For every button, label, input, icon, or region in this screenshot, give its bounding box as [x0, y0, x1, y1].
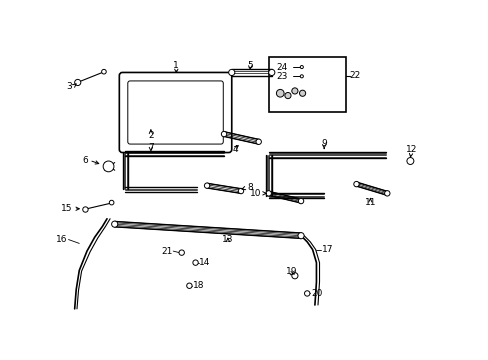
Text: 22: 22: [349, 71, 360, 80]
Circle shape: [291, 88, 297, 94]
Circle shape: [75, 80, 81, 86]
Circle shape: [285, 93, 290, 99]
Text: 17: 17: [321, 245, 333, 254]
Circle shape: [256, 139, 261, 144]
Circle shape: [102, 69, 106, 74]
Circle shape: [384, 191, 389, 196]
Circle shape: [192, 260, 198, 265]
Circle shape: [179, 250, 184, 255]
Circle shape: [111, 221, 118, 227]
Circle shape: [238, 188, 243, 194]
Text: 20: 20: [310, 289, 322, 298]
Text: 8: 8: [246, 184, 252, 193]
Text: 16: 16: [56, 235, 68, 244]
Text: 14: 14: [199, 258, 210, 267]
Circle shape: [291, 273, 297, 279]
Text: 3: 3: [66, 82, 72, 91]
Circle shape: [221, 131, 226, 137]
Text: 23: 23: [276, 72, 287, 81]
Circle shape: [299, 90, 305, 96]
Text: 21: 21: [161, 247, 172, 256]
FancyBboxPatch shape: [119, 72, 231, 153]
Text: 6: 6: [82, 156, 88, 165]
Circle shape: [109, 200, 114, 205]
Text: 10: 10: [249, 189, 261, 198]
Circle shape: [228, 69, 234, 76]
Circle shape: [186, 283, 192, 288]
Circle shape: [103, 161, 114, 172]
Circle shape: [298, 198, 303, 204]
Circle shape: [300, 66, 303, 69]
Text: 7: 7: [148, 143, 153, 152]
Circle shape: [406, 158, 413, 165]
Text: 5: 5: [247, 61, 253, 70]
Text: 24: 24: [276, 63, 287, 72]
Text: 12: 12: [405, 145, 416, 154]
Bar: [268, 57, 345, 112]
Circle shape: [304, 291, 309, 296]
Text: 9: 9: [321, 139, 326, 148]
Circle shape: [265, 191, 271, 196]
Text: 13: 13: [222, 235, 233, 244]
Circle shape: [204, 183, 209, 188]
Text: 18: 18: [193, 281, 204, 290]
Circle shape: [276, 89, 284, 97]
Circle shape: [82, 207, 88, 212]
Text: 2: 2: [148, 131, 153, 140]
Text: 19: 19: [285, 267, 297, 276]
Circle shape: [268, 69, 274, 76]
Text: 15: 15: [61, 204, 72, 213]
Circle shape: [353, 181, 359, 187]
Text: 1: 1: [173, 61, 179, 70]
Text: 4: 4: [232, 145, 238, 154]
Circle shape: [300, 75, 303, 78]
Circle shape: [297, 233, 304, 239]
FancyBboxPatch shape: [127, 81, 223, 144]
Text: 11: 11: [364, 198, 375, 207]
